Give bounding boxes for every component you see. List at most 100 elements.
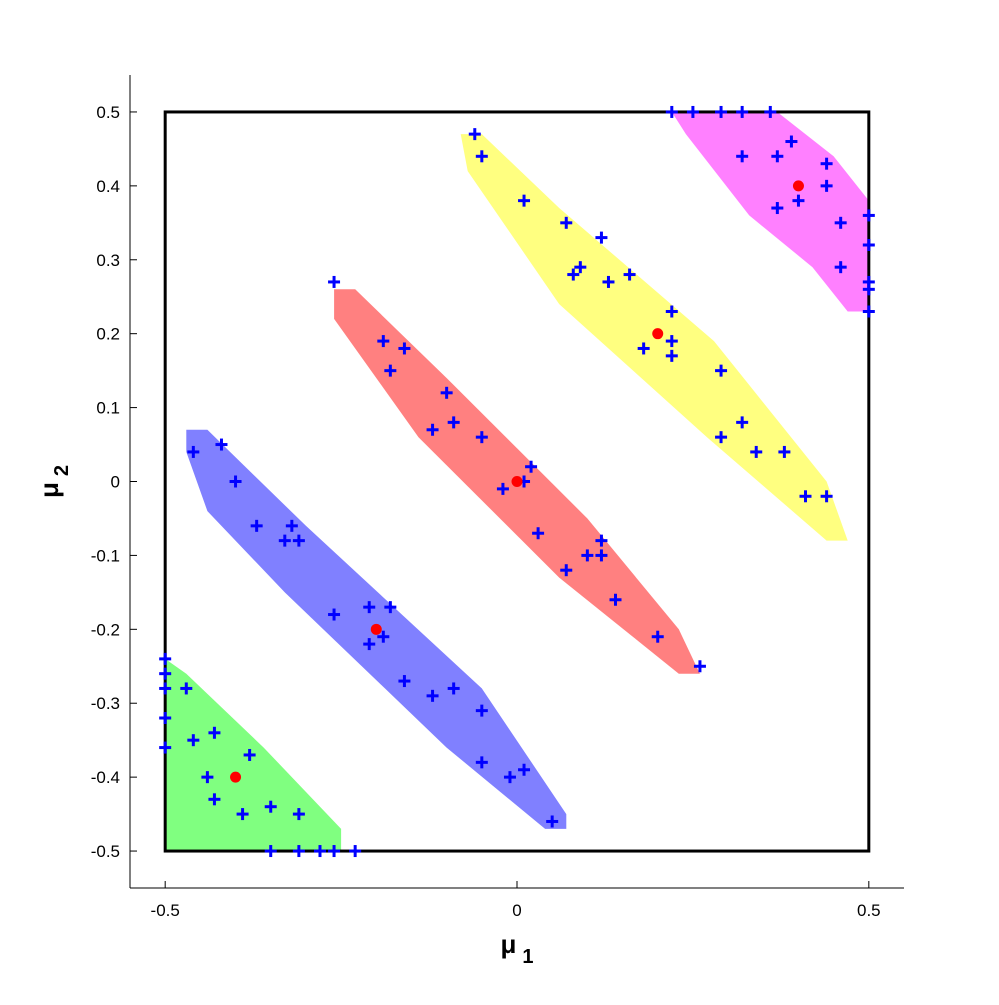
x-axis-label-subscript: 1	[522, 946, 533, 968]
plus-marker	[313, 845, 326, 858]
plus-marker	[447, 682, 460, 695]
plus-marker	[750, 445, 763, 458]
plus-marker	[377, 630, 390, 643]
plus-marker	[328, 845, 341, 858]
plus-marker	[792, 194, 805, 207]
plus-marker	[764, 105, 777, 118]
y-tick-label: -0.4	[91, 768, 120, 787]
plus-marker	[264, 800, 277, 813]
plus-marker	[201, 771, 214, 784]
plus-marker	[426, 423, 439, 436]
plus-marker	[665, 105, 678, 118]
plus-marker	[377, 335, 390, 348]
plus-marker	[159, 652, 172, 665]
plus-marker	[363, 601, 376, 614]
plus-marker	[187, 445, 200, 458]
plus-marker	[862, 238, 875, 251]
plus-marker	[384, 364, 397, 377]
y-tick-label: 0.4	[96, 177, 120, 196]
plus-marker	[820, 490, 833, 503]
plus-marker	[475, 704, 488, 717]
plus-marker	[159, 682, 172, 695]
center-point	[370, 623, 382, 635]
plus-marker	[398, 342, 411, 355]
y-tick-label: 0.3	[96, 251, 120, 270]
plus-marker	[595, 231, 608, 244]
plus-marker	[363, 638, 376, 651]
plus-marker	[785, 135, 798, 148]
plus-marker	[771, 202, 784, 215]
ticks-layer: -0.5 0 0.5 0.5 0.4 0.3 0.2 0.1 0 -0.1 -0.2 -0.3 -0.4…	[91, 103, 881, 920]
y-axis-label-symbol: μ	[34, 482, 64, 498]
plus-marker	[609, 593, 622, 606]
center-point	[792, 180, 804, 192]
center-point	[652, 328, 664, 340]
plus-marker	[778, 445, 791, 458]
plus-marker	[180, 682, 193, 695]
plus-marker	[159, 667, 172, 680]
plus-marker	[693, 660, 706, 673]
plus-marker	[518, 194, 531, 207]
plus-marker	[208, 726, 221, 739]
plus-marker	[771, 150, 784, 163]
y-axis-title: μ2	[34, 465, 73, 498]
y-tick-label: 0	[111, 473, 120, 492]
plus-marker	[715, 431, 728, 444]
plus-marker	[834, 261, 847, 274]
plus-marker	[349, 845, 362, 858]
y-tick-label: -0.1	[91, 546, 120, 565]
plus-marker	[468, 128, 481, 141]
plus-marker	[799, 490, 812, 503]
plus-marker	[862, 283, 875, 296]
plus-marker	[292, 845, 305, 858]
y-tick-label: -0.3	[91, 694, 120, 713]
y-tick-label: -0.2	[91, 620, 120, 639]
plus-marker	[159, 741, 172, 754]
plus-marker	[560, 564, 573, 577]
plus-marker	[475, 150, 488, 163]
plus-marker	[574, 261, 587, 274]
plus-marker	[546, 815, 559, 828]
plus-marker	[567, 268, 580, 281]
plus-marker	[328, 608, 341, 621]
plus-marker	[328, 275, 341, 288]
plus-marker	[215, 438, 228, 451]
plus-marker	[250, 519, 263, 532]
boundary-box	[163, 110, 871, 853]
plus-marker	[686, 105, 699, 118]
plus-marker	[862, 305, 875, 318]
plus-marker	[236, 808, 249, 821]
x-axis-label-symbol: μ	[500, 929, 516, 959]
plus-marker	[532, 527, 545, 540]
x-tick-label: 0	[512, 901, 521, 920]
plus-marker	[278, 534, 291, 547]
plus-marker	[820, 157, 833, 170]
plus-marker	[518, 763, 531, 776]
center-point	[511, 476, 523, 487]
y-axis-label-subscript: 2	[51, 465, 73, 476]
plus-marker	[426, 689, 439, 702]
plus-marker	[398, 675, 411, 688]
plus-marker	[496, 482, 509, 495]
plus-marker	[637, 342, 650, 355]
plus-marker	[264, 845, 277, 858]
x-tick-label: -0.5	[151, 901, 180, 920]
plus-marker	[665, 305, 678, 318]
plus-marker	[384, 601, 397, 614]
plus-marker	[602, 275, 615, 288]
plus-marker	[581, 549, 594, 562]
x-tick-label: 0.5	[857, 901, 881, 920]
plus-marker	[623, 268, 636, 281]
plus-marker	[715, 105, 728, 118]
y-tick-label: 0.2	[96, 325, 120, 344]
plus-marker	[292, 808, 305, 821]
plus-marker	[285, 519, 298, 532]
plus-marker	[447, 416, 460, 429]
markers-layer	[159, 105, 875, 858]
plus-marker	[475, 756, 488, 769]
plus-marker	[862, 209, 875, 222]
plus-marker	[834, 216, 847, 229]
plus-marker	[736, 416, 749, 429]
